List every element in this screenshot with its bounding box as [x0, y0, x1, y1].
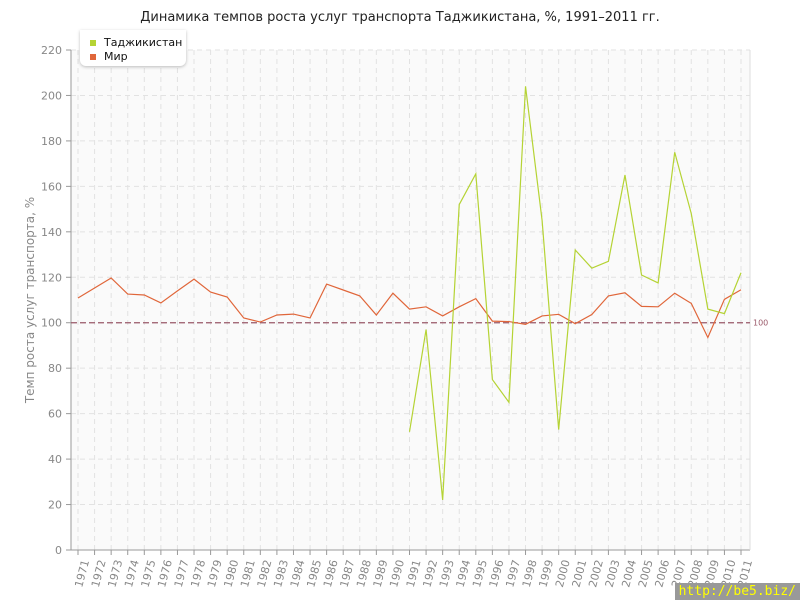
y-tick-label: 40: [48, 453, 62, 466]
legend-item-tajikistan[interactable]: Таджикистан: [90, 36, 182, 49]
y-tick-label: 120: [41, 271, 62, 284]
watermark: http://be5.biz/: [674, 583, 800, 600]
plot-area: [71, 50, 750, 550]
y-tick-label: 0: [55, 544, 62, 557]
legend: Таджикистан Мир: [80, 30, 186, 66]
y-tick-label: 180: [41, 135, 62, 148]
legend-label: Таджикистан: [104, 36, 183, 49]
y-tick-label: 140: [41, 226, 62, 239]
legend-item-world[interactable]: Мир: [90, 50, 128, 63]
y-tick-label: 60: [48, 408, 62, 421]
legend-swatch-icon: [90, 39, 96, 46]
y-tick-label: 220: [41, 44, 62, 57]
y-tick-label: 80: [48, 362, 62, 375]
reference-line-label: 100: [753, 319, 768, 328]
legend-label: Мир: [104, 50, 128, 63]
legend-swatch-icon: [90, 53, 96, 60]
y-tick-label: 100: [41, 317, 62, 330]
y-tick-label: 200: [41, 89, 62, 102]
y-tick-label: 160: [41, 180, 62, 193]
y-tick-label: 20: [48, 499, 62, 512]
y-axis-label: Темп роста услуг транспорта, %: [23, 197, 37, 404]
chart-title: Динамика темпов роста услуг транспорта Т…: [140, 10, 660, 25]
